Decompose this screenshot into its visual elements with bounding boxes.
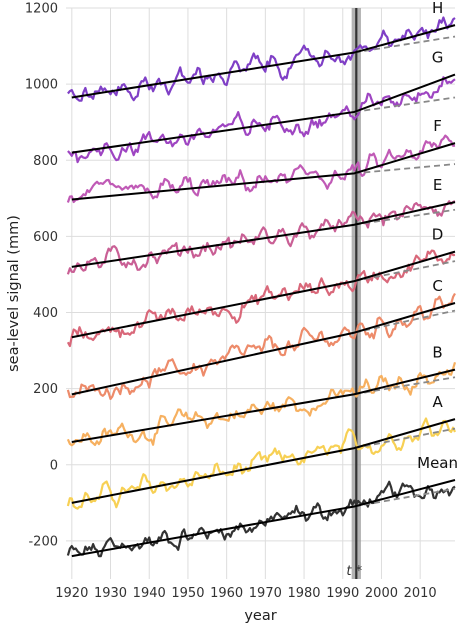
series-line bbox=[67, 76, 456, 164]
y-tick-label: 1200 bbox=[25, 2, 58, 17]
trend-dashed-line bbox=[354, 208, 456, 226]
series-line bbox=[66, 361, 457, 447]
trend-line bbox=[71, 24, 456, 99]
x-tick-label: 1970 bbox=[249, 586, 282, 601]
trend-line bbox=[71, 479, 456, 558]
y-tick-label: 800 bbox=[33, 154, 58, 169]
y-axis-label: sea-level signal (mm) bbox=[6, 215, 22, 372]
y-tick-label: 200 bbox=[33, 382, 58, 397]
series-label: Mean bbox=[417, 454, 458, 472]
series-label: H bbox=[432, 0, 443, 17]
series-line bbox=[66, 134, 456, 204]
series-line bbox=[66, 249, 456, 348]
y-tick-label: 0 bbox=[50, 458, 58, 473]
x-axis-label: year bbox=[244, 608, 276, 624]
x-tick-label: 1990 bbox=[326, 586, 359, 601]
x-tick-label: 1950 bbox=[171, 586, 204, 601]
trend-dashed-line bbox=[354, 376, 456, 396]
trend-line bbox=[71, 368, 456, 443]
trend-dashed-line bbox=[354, 35, 456, 54]
series-label: D bbox=[432, 226, 444, 244]
series-line bbox=[66, 480, 456, 558]
x-tick-label: 1930 bbox=[94, 586, 127, 601]
series-label: B bbox=[432, 344, 442, 362]
series-layer bbox=[66, 16, 457, 558]
series-label: A bbox=[432, 393, 443, 411]
y-tick-label: 600 bbox=[33, 230, 58, 245]
trend-dashed-line bbox=[354, 309, 456, 334]
x-tick-label: 1960 bbox=[210, 586, 243, 601]
series-labels: Mean A B C D E F G H bbox=[417, 0, 458, 472]
x-tick-label: 2000 bbox=[365, 586, 398, 601]
x-tick-label: 1980 bbox=[287, 586, 320, 601]
t-star-label: t * bbox=[346, 564, 362, 579]
series-line bbox=[66, 417, 457, 510]
tick-labels: 1920 1930 1940 1950 1960 1970 1980 1990 2000 2010… bbox=[25, 2, 437, 602]
trend-line bbox=[71, 418, 456, 504]
series-line bbox=[67, 16, 456, 102]
trend-line bbox=[71, 142, 456, 201]
series-line bbox=[66, 292, 456, 400]
series-label: E bbox=[433, 176, 442, 194]
series-line bbox=[66, 200, 456, 275]
trend-dashed-line bbox=[354, 96, 456, 113]
series-label: F bbox=[433, 117, 442, 135]
y-tick-label: 1000 bbox=[25, 78, 58, 93]
trend-dashed-line bbox=[354, 163, 456, 175]
trend-line bbox=[71, 73, 456, 154]
series-label: C bbox=[432, 277, 442, 295]
trend-dashed-line bbox=[354, 260, 456, 283]
y-tick-label: 400 bbox=[33, 306, 58, 321]
y-tick-label: -200 bbox=[28, 534, 58, 549]
series-label: G bbox=[432, 49, 444, 67]
x-tick-label: 2010 bbox=[404, 586, 437, 601]
trend-line bbox=[71, 302, 456, 396]
trend-layer bbox=[71, 24, 456, 558]
trend-dashed-line bbox=[354, 487, 456, 508]
trend-line bbox=[71, 250, 456, 339]
trend-line bbox=[71, 201, 456, 268]
x-tick-label: 1940 bbox=[133, 586, 166, 601]
x-tick-label: 1920 bbox=[55, 586, 88, 601]
trend-dashed-line bbox=[354, 427, 456, 450]
